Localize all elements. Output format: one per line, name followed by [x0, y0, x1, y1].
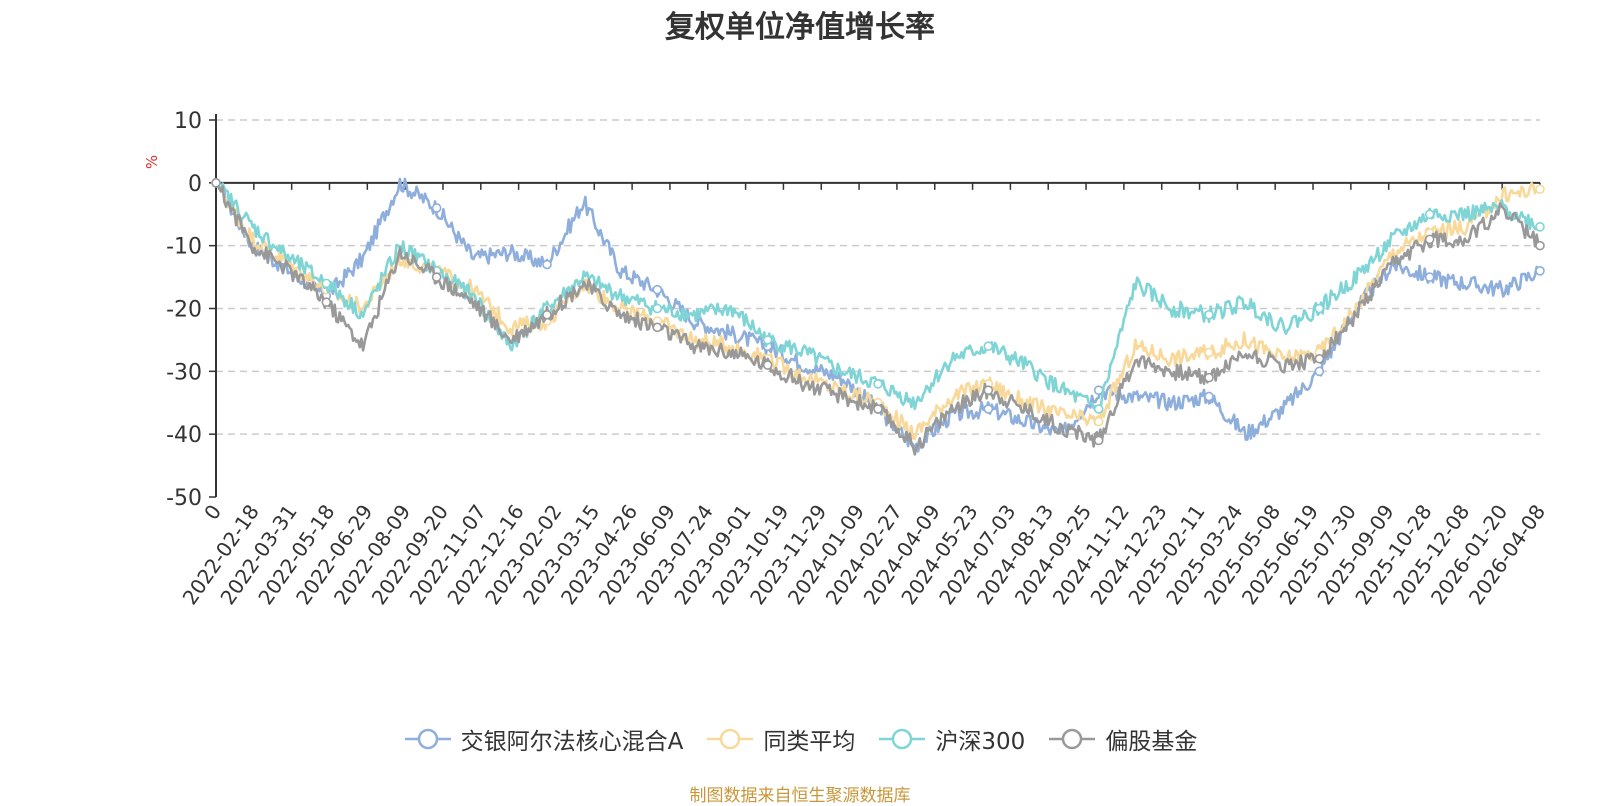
data-point — [1535, 184, 1545, 194]
data-point — [542, 309, 552, 320]
data-point — [1424, 209, 1435, 220]
legend-marker-icon — [1049, 728, 1096, 750]
data-point — [652, 303, 663, 314]
series-layer — [211, 177, 1545, 456]
data-point — [1424, 272, 1435, 282]
legend-label: 偏股基金 — [1105, 729, 1198, 755]
data-point — [1204, 347, 1214, 358]
legend-item[interactable]: 同类平均 — [705, 722, 855, 756]
legend-marker-icon — [707, 728, 754, 750]
data-point — [1314, 353, 1325, 364]
y-tick-label: 10 — [174, 109, 202, 134]
y-tick-label: -10 — [166, 235, 202, 260]
data-point — [873, 379, 883, 389]
y-tick-label: 0 — [188, 172, 202, 197]
legend-item[interactable]: 交银阿尔法核心混合A — [403, 722, 684, 756]
legend-label: 同类平均 — [763, 729, 856, 755]
data-point — [983, 341, 994, 352]
data-point — [211, 178, 221, 188]
data-point — [1314, 366, 1325, 377]
data-point — [1535, 240, 1545, 251]
y-tick-label: -40 — [166, 423, 202, 448]
axes: 100-10-20-30-40-5002022-02-182022-03-312… — [166, 109, 1550, 609]
data-point — [983, 385, 994, 395]
data-point — [762, 335, 773, 345]
data-point — [1093, 435, 1104, 446]
data-point — [762, 360, 773, 370]
data-point — [1093, 404, 1104, 414]
legend-marker-icon — [404, 728, 451, 750]
y-axis-label: % — [143, 155, 161, 169]
series-line — [215, 181, 1541, 412]
chart-title: 复权单位净值增长率 — [665, 10, 935, 45]
data-point — [1424, 234, 1435, 245]
data-point — [321, 297, 332, 308]
data-point — [431, 272, 442, 282]
y-tick-label: -20 — [166, 298, 202, 323]
legend-marker-icon — [879, 728, 926, 750]
data-point — [652, 284, 663, 295]
legend-label: 沪深300 — [935, 729, 1026, 755]
data-point — [321, 278, 332, 289]
legend-item[interactable]: 偏股基金 — [1047, 722, 1197, 756]
data-point — [1535, 265, 1545, 276]
legend-item[interactable]: 沪深300 — [877, 722, 1025, 756]
data-point — [983, 404, 994, 414]
data-point — [1093, 416, 1104, 427]
data-point — [1535, 222, 1545, 232]
data-point — [1204, 372, 1214, 383]
data-point — [542, 259, 552, 270]
legend-label: 交银阿尔法核心混合A — [460, 729, 684, 755]
y-tick-label: -30 — [166, 360, 202, 385]
data-point — [1204, 391, 1214, 402]
data-point — [1204, 309, 1214, 320]
source-note: 制图数据来自恒生聚源数据库 — [689, 786, 911, 806]
data-point — [431, 203, 442, 213]
x-tick-label: 0 — [199, 500, 226, 524]
data-point — [1314, 303, 1325, 314]
y-tick-label: -50 — [166, 486, 202, 511]
grid-lines — [216, 119, 1540, 435]
legend: 交银阿尔法核心混合A 同类平均 沪深300 偏股基金 — [0, 722, 1600, 756]
data-point — [652, 322, 663, 333]
data-point — [873, 404, 883, 414]
